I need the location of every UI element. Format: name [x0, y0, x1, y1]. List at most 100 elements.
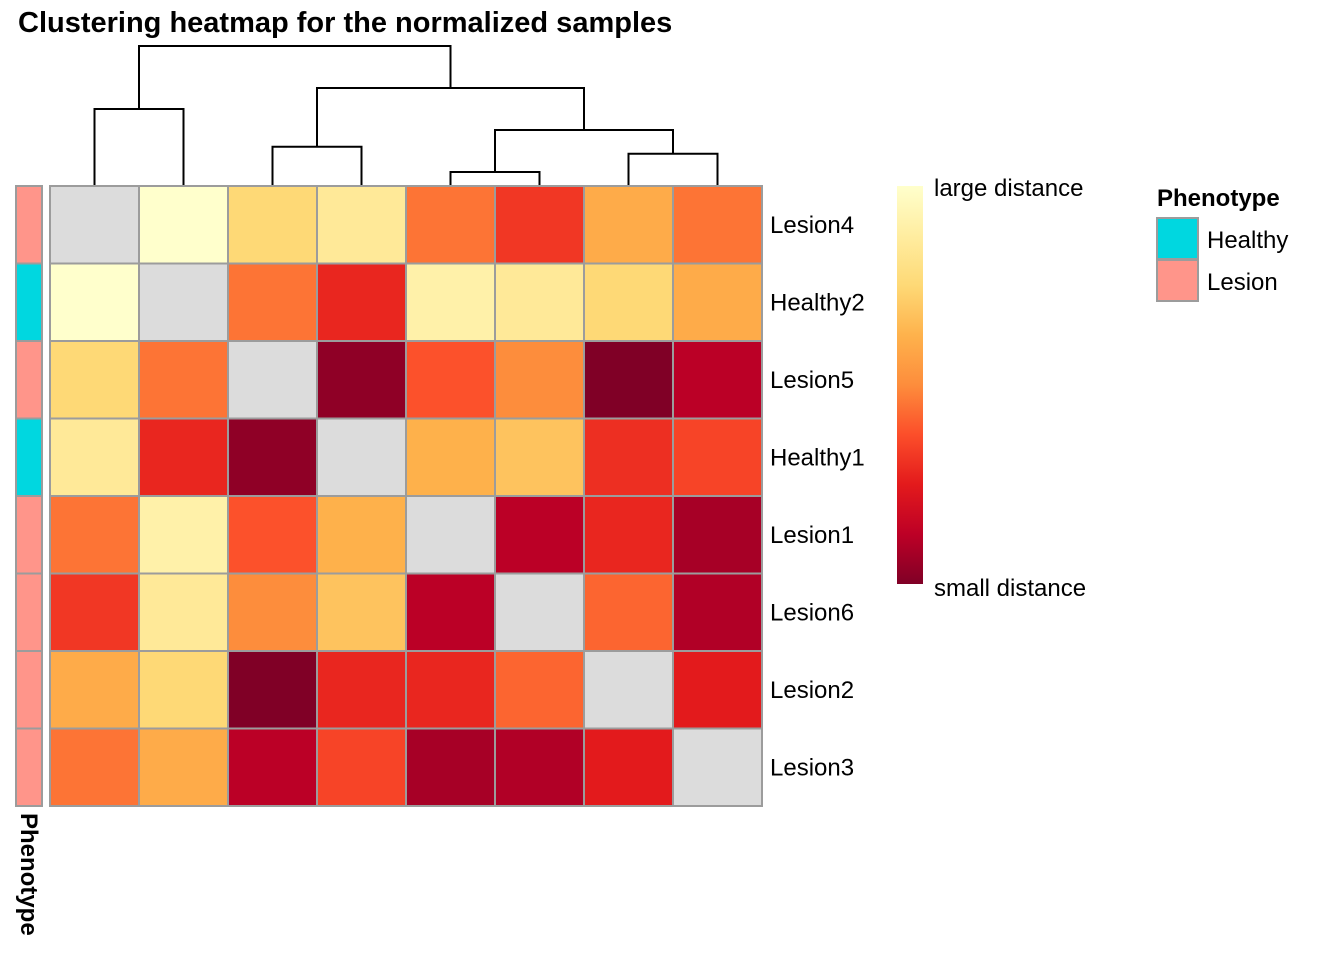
dendrogram-branch [138, 45, 452, 109]
heatmap-cell [316, 650, 407, 730]
annotation-cell [15, 727, 43, 807]
row-labels: Lesion4 Healthy2 Lesion5 Healthy1 Lesion1 Les… [770, 212, 865, 782]
dendrogram-branch [494, 129, 674, 172]
dendrogram-branch [627, 152, 719, 186]
heatmap-cell [227, 572, 318, 652]
heatmap-cell [316, 185, 407, 265]
phenotype-legend: Phenotype Healthy Lesion [1156, 185, 1288, 302]
row-label: Lesion6 [770, 599, 854, 626]
legend-swatch-healthy [1156, 217, 1199, 260]
annotation-cell [15, 650, 43, 730]
annotation-cell [15, 340, 43, 420]
heatmap-cell [138, 495, 229, 575]
annotation-cell [15, 417, 43, 497]
heatmap-cell [405, 262, 496, 342]
row-label: Lesion3 [770, 754, 854, 781]
heatmap-cell [49, 340, 140, 420]
heatmap-cell [494, 340, 585, 420]
heatmap-cell [583, 572, 674, 652]
heatmap-cell [583, 727, 674, 807]
heatmap-cell [316, 572, 407, 652]
dendrogram-branch [316, 87, 585, 147]
legend-label-lesion: Lesion [1207, 269, 1278, 296]
heatmap-cell [227, 417, 318, 497]
heatmap-cell [138, 185, 229, 265]
heatmap-cell [138, 417, 229, 497]
annotation-cell [15, 572, 43, 652]
heatmap-cell [494, 727, 585, 807]
heatmap-cell [583, 417, 674, 497]
annotation-label: Phenotype [15, 813, 42, 936]
heatmap-cell [316, 417, 407, 497]
heatmap-cell [405, 727, 496, 807]
heatmap-cell [405, 650, 496, 730]
dendrogram-branch [449, 171, 541, 186]
heatmap-cell [405, 340, 496, 420]
heatmap-cell [138, 650, 229, 730]
heatmap-cell [494, 572, 585, 652]
heatmap-cell [494, 262, 585, 342]
colorbar-low-label: small distance [934, 575, 1086, 602]
heatmap-cell [49, 417, 140, 497]
phenotype-legend-title: Phenotype [1157, 185, 1280, 212]
heatmap-cell [405, 185, 496, 265]
heatmap-cell [672, 495, 763, 575]
annotation-cell [15, 495, 43, 575]
heatmap-cell [138, 727, 229, 807]
heatmap-cell [672, 340, 763, 420]
heatmap-cell [316, 495, 407, 575]
heatmap-cell [227, 185, 318, 265]
heatmap-cell [494, 495, 585, 575]
row-label: Healthy1 [770, 444, 865, 471]
legend-label-healthy: Healthy [1207, 227, 1288, 254]
heatmap-cell [227, 650, 318, 730]
heatmap-cell [583, 495, 674, 575]
heatmap-cell [672, 572, 763, 652]
heatmap-cell [583, 262, 674, 342]
heatmap-cell [49, 185, 140, 265]
annotation-cell [15, 185, 43, 265]
heatmap-cell [227, 727, 318, 807]
legend-swatch-lesion [1156, 259, 1199, 302]
heatmap-cell [583, 650, 674, 730]
annotation-cell [15, 262, 43, 342]
heatmap-cell [49, 727, 140, 807]
heatmap-cell [494, 650, 585, 730]
dendrogram-branch [93, 108, 185, 186]
row-label: Lesion5 [770, 367, 854, 394]
phenotype-annotation-bar [15, 185, 43, 807]
heatmap-cell [672, 185, 763, 265]
heatmap-cell [138, 340, 229, 420]
heatmap-cell [138, 572, 229, 652]
heatmap-cell [405, 572, 496, 652]
heatmap-cell [316, 262, 407, 342]
heatmap-cell [405, 495, 496, 575]
row-label: Lesion4 [770, 212, 854, 239]
heatmap-cell [227, 340, 318, 420]
heatmap-cell [316, 727, 407, 807]
heatmap-cell [138, 262, 229, 342]
heatmap-cells [49, 185, 763, 807]
row-label: Healthy2 [770, 289, 865, 316]
chart-title: Clustering heatmap for the normalized sa… [18, 7, 672, 39]
column-dendrogram [93, 45, 719, 186]
heatmap-cell [494, 417, 585, 497]
heatmap-cell [672, 727, 763, 807]
heatmap-cell [316, 340, 407, 420]
heatmap-cell [49, 572, 140, 652]
row-label: Lesion2 [770, 677, 854, 704]
heatmap-cell [672, 650, 763, 730]
heatmap-cell [49, 495, 140, 575]
color-legend: large distance small distance [897, 175, 1086, 602]
colorbar-high-label: large distance [934, 175, 1083, 202]
heatmap-cell [405, 417, 496, 497]
dendrogram-branch [271, 145, 363, 186]
row-label: Lesion1 [770, 522, 854, 549]
heatmap-cell [227, 262, 318, 342]
heatmap-cell [672, 417, 763, 497]
heatmap-cell [49, 262, 140, 342]
heatmap-cell [494, 185, 585, 265]
heatmap-cell [672, 262, 763, 342]
heatmap-cell [227, 495, 318, 575]
